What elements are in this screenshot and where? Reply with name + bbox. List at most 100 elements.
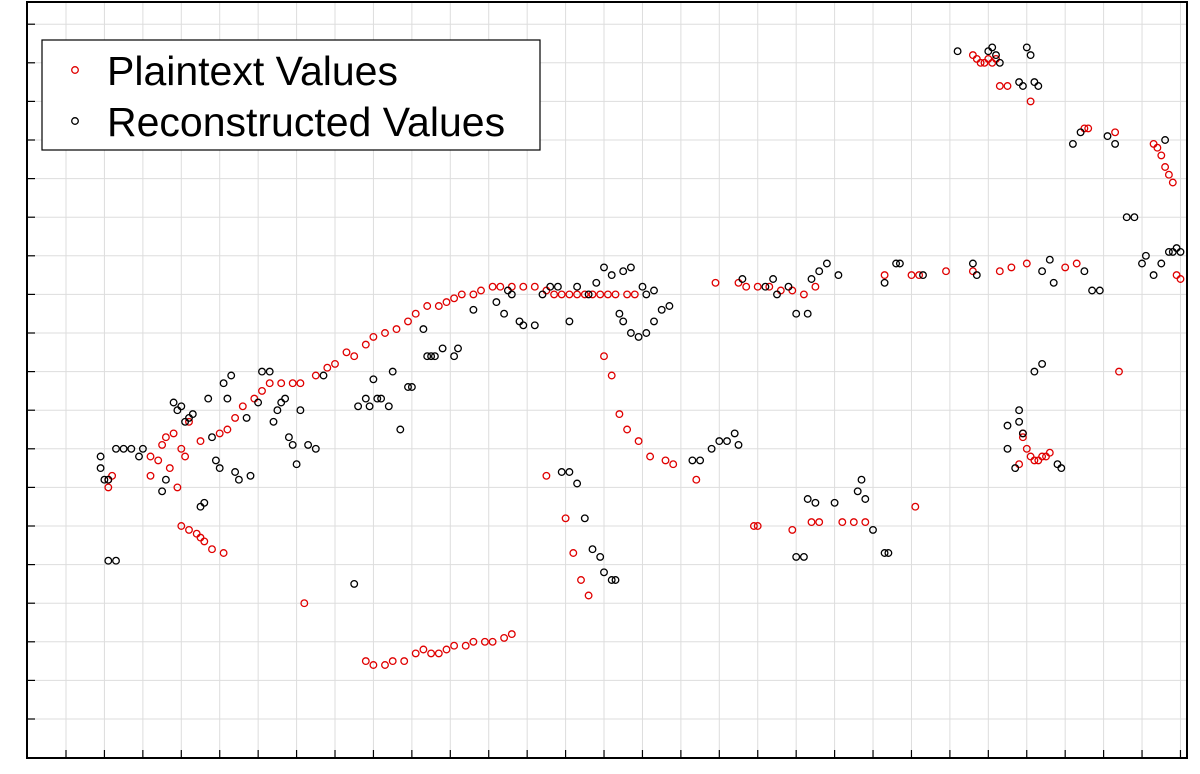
reconstructed-point	[642, 290, 651, 299]
reconstructed-point	[538, 290, 547, 299]
reconstructed-point	[423, 352, 432, 361]
plaintext-point	[423, 302, 432, 310]
reconstructed-point	[211, 456, 220, 465]
plaintext-point	[557, 290, 566, 299]
reconstructed-point	[188, 410, 197, 419]
reconstructed-point	[1157, 259, 1166, 268]
plaintext-point	[311, 371, 320, 380]
reconstructed-point	[995, 58, 1004, 67]
reconstructed-point	[288, 440, 297, 449]
reconstructed-point	[311, 444, 320, 453]
plaintext-point	[942, 267, 950, 276]
reconstructed-point	[1011, 464, 1020, 473]
reconstructed-point	[861, 495, 870, 503]
plaintext-point	[480, 637, 489, 646]
reconstructed-point	[565, 317, 574, 326]
reconstructed-point	[1018, 429, 1027, 438]
plaintext-point	[185, 417, 193, 426]
plaintext-point	[1164, 170, 1173, 179]
reconstructed-point	[715, 437, 724, 446]
reconstructed-point	[880, 549, 889, 557]
plaintext-point	[238, 402, 247, 411]
plaintext-point	[646, 452, 655, 461]
reconstructed-point	[884, 549, 893, 557]
reconstructed-point	[642, 329, 651, 337]
plaintext-point	[177, 522, 186, 530]
reconstructed-point	[596, 552, 605, 561]
plaintext-point	[361, 340, 370, 349]
reconstructed-point	[384, 402, 393, 411]
reconstructed-point	[1141, 251, 1150, 260]
reconstructed-point	[354, 402, 363, 411]
plaintext-point	[265, 379, 274, 388]
reconstructed-point	[792, 309, 801, 318]
reconstructed-point	[369, 375, 378, 384]
reconstructed-point	[119, 444, 128, 453]
plaintext-point	[331, 359, 339, 368]
plaintext-point	[177, 444, 186, 453]
plaintext-point	[381, 661, 389, 669]
reconstructed-point	[1161, 136, 1170, 144]
reconstructed-point	[580, 514, 589, 523]
reconstructed-point	[992, 51, 1000, 60]
plaintext-point	[799, 290, 808, 299]
plaintext-point	[1084, 124, 1093, 133]
plaintext-point	[661, 456, 670, 465]
reconstructed-point	[304, 440, 313, 449]
plaintext-point	[173, 483, 182, 492]
reconstructed-point	[234, 475, 243, 484]
plaintext-point	[623, 290, 632, 299]
plaintext-point	[419, 645, 428, 654]
plaintext-point	[427, 649, 436, 658]
reconstructed-point	[204, 394, 213, 403]
legend-label-reconstructed: Reconstructed Values	[107, 99, 505, 145]
plaintext-point	[185, 525, 193, 534]
plaintext-point	[603, 290, 612, 299]
plaintext-point	[219, 549, 228, 557]
plaintext-point	[519, 282, 528, 291]
reconstructed-point	[273, 406, 282, 415]
plaintext-point	[1003, 82, 1012, 90]
reconstructed-point	[553, 282, 562, 291]
reconstructed-point	[650, 317, 658, 326]
reconstructed-point	[723, 437, 731, 446]
reconstructed-point	[1003, 421, 1012, 430]
reconstructed-point	[611, 576, 620, 584]
legend-marker-reconstructed	[71, 117, 79, 125]
plaintext-point	[573, 290, 582, 299]
reconstructed-point	[138, 444, 147, 453]
reconstructed-point	[968, 259, 977, 268]
reconstructed-point	[1122, 213, 1131, 222]
plaintext-point	[565, 290, 574, 299]
reconstructed-point	[1038, 359, 1047, 368]
plaintext-point	[461, 641, 470, 650]
plaintext-point	[400, 657, 409, 666]
reconstructed-point	[1045, 255, 1054, 264]
plaintext-point	[577, 576, 585, 584]
plaintext-point	[208, 545, 216, 554]
reconstructed-point	[546, 282, 555, 291]
plaintext-point	[323, 363, 332, 372]
plaintext-point	[561, 514, 570, 523]
reconstructed-point	[1015, 406, 1024, 415]
reconstructed-point	[427, 352, 436, 361]
reconstructed-point	[830, 498, 839, 507]
plaintext-point	[442, 645, 451, 654]
plaintext-point	[611, 290, 620, 299]
plaintext-point	[1176, 275, 1185, 283]
reconstructed-point	[500, 309, 509, 318]
reconstructed-point	[469, 305, 478, 314]
plaintext-point	[469, 290, 478, 299]
reconstructed-point	[450, 352, 459, 361]
plaintext-point	[231, 413, 240, 422]
reconstructed-point	[657, 305, 666, 314]
plaintext-point	[1018, 433, 1027, 442]
reconstructed-point	[169, 398, 178, 407]
plaintext-point	[1157, 151, 1166, 160]
reconstructed-point	[638, 282, 647, 291]
plaintext-point	[1007, 263, 1016, 272]
reconstructed-point	[784, 282, 793, 291]
reconstructed-point	[281, 394, 290, 403]
plaintext-point	[995, 267, 1004, 276]
plaintext-point	[911, 502, 920, 511]
